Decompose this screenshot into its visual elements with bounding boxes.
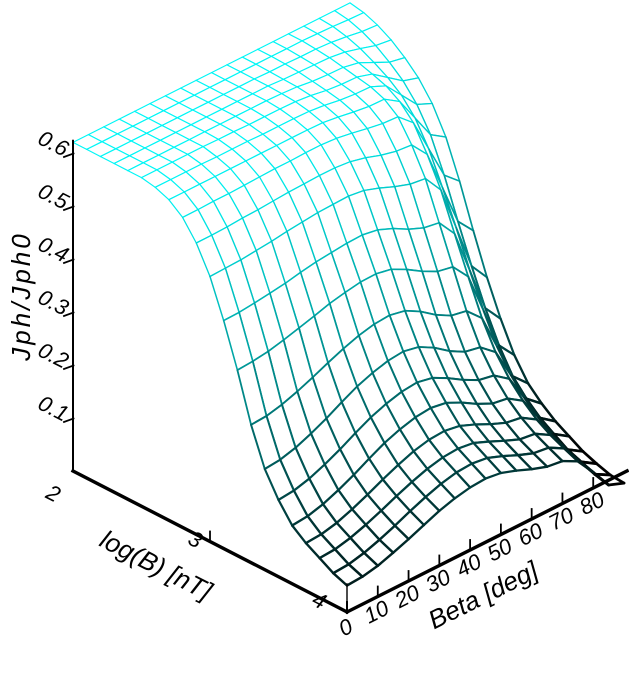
x-tick-label: 0	[335, 613, 358, 641]
y-axis-line	[70, 468, 350, 615]
z-axis-tick	[62, 205, 75, 212]
surface-mesh	[72, 2, 626, 587]
x-tick-label: 80	[575, 486, 609, 520]
z-axis-tick	[62, 311, 75, 318]
x-tick-label: 40	[452, 548, 486, 582]
z-axis-tick	[62, 258, 75, 265]
y-tick-label: 2	[41, 479, 64, 507]
x-tick-label: 10	[360, 595, 394, 629]
x-tick-label: 70	[545, 502, 579, 536]
x-tick-label: 60	[514, 517, 548, 551]
x-axis-line	[344, 468, 629, 615]
z-axis-tick	[62, 417, 75, 424]
axis-ticks	[62, 152, 595, 613]
x-tick-label: 50	[483, 533, 517, 567]
z-axis-tick	[62, 152, 75, 159]
z-axis-tick	[62, 364, 75, 371]
axes	[70, 139, 629, 615]
x-tick-label: 20	[390, 579, 425, 613]
x-tick-label: 30	[421, 564, 455, 598]
z-axis-title: Jph/Jph0	[6, 231, 36, 362]
